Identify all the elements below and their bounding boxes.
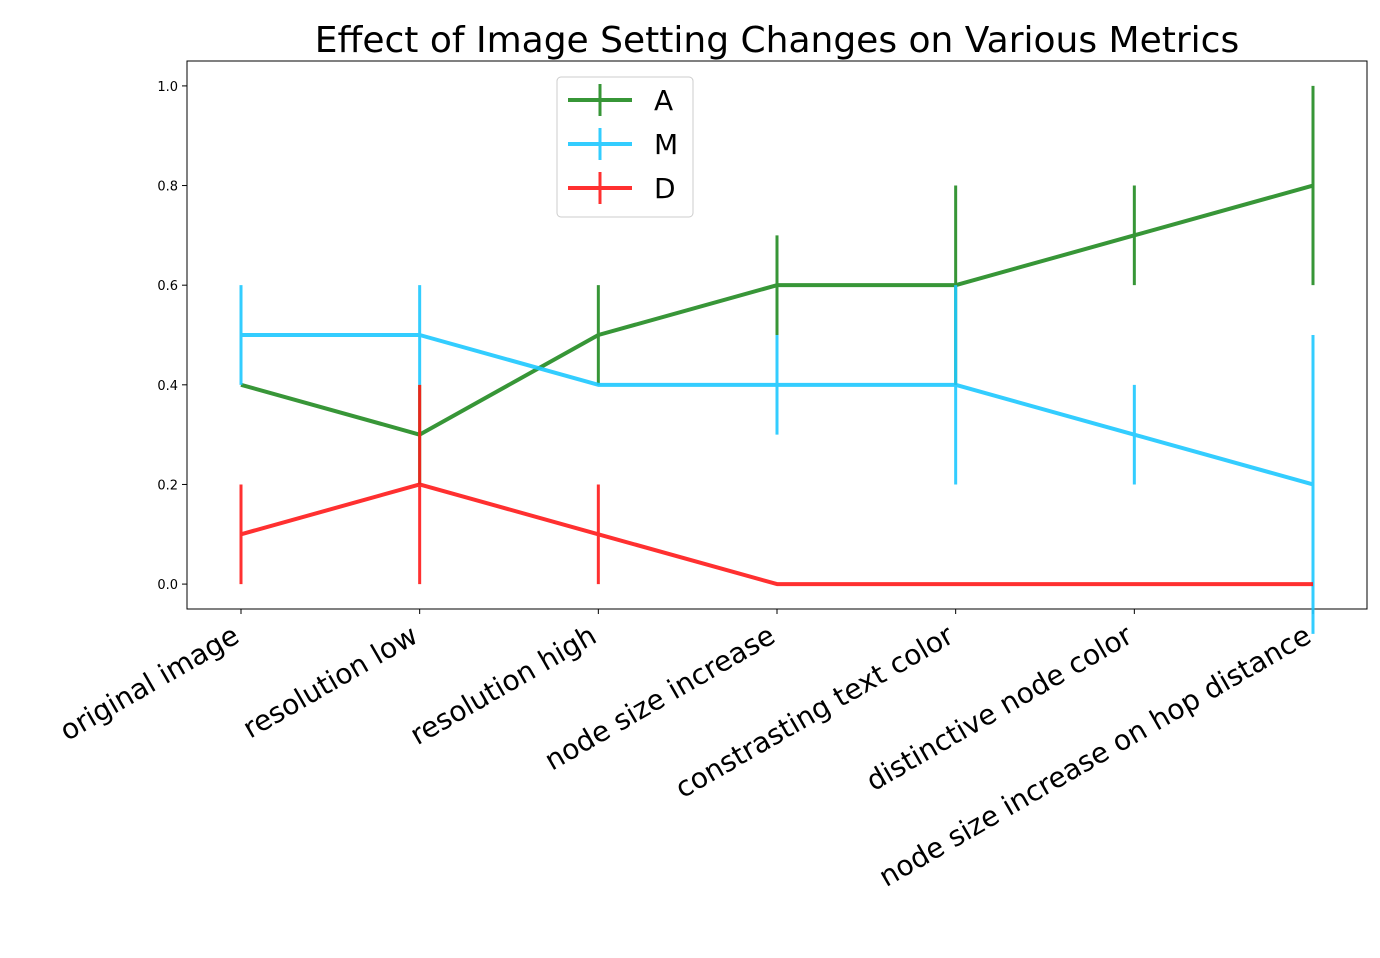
y-tick-label: 0.2: [157, 478, 178, 493]
legend-entry-D: [568, 172, 632, 204]
y-axis: 0.0 0.2 0.4 0.6 0.8 1.0: [157, 80, 187, 593]
series-D: [239, 384, 1313, 587]
y-tick-label: 0.4: [157, 379, 178, 394]
legend-label: M: [654, 128, 678, 161]
series-line-D: [240, 482, 1313, 587]
legend-entry-A: [568, 84, 632, 116]
y-tick-label: 0.6: [157, 279, 178, 294]
legend-label: D: [654, 172, 676, 205]
chart-title: Effect of Image Setting Changes on Vario…: [315, 20, 1239, 61]
x-tick-label: constrasting text color: [670, 618, 960, 805]
y-tick-label: 0.8: [157, 180, 178, 195]
legend-box: [556, 76, 694, 218]
legend: AMD: [556, 76, 694, 218]
x-tick-label: original image: [54, 618, 244, 747]
y-tick-label: 0.0: [157, 578, 178, 593]
legend-label: A: [654, 84, 673, 117]
legend-entry-M: [568, 128, 632, 160]
y-tick-label: 1.0: [157, 80, 178, 95]
series-layer: [239, 85, 1315, 634]
x-tick-label: resolution low: [237, 618, 423, 744]
series-M: [239, 285, 1315, 634]
